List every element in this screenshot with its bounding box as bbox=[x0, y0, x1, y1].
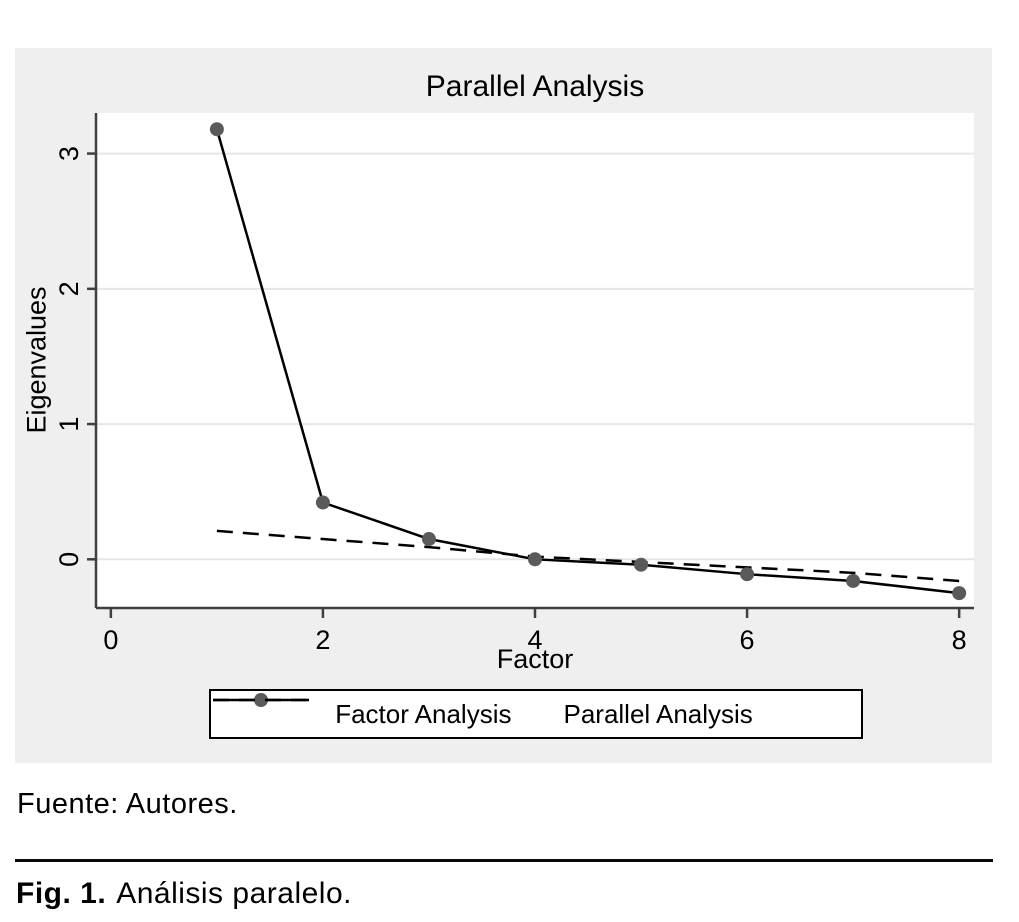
y-tick-label-3: 3 bbox=[54, 146, 84, 161]
x-tick-label-0: 0 bbox=[103, 625, 118, 655]
x-tick-label-8: 8 bbox=[952, 625, 967, 655]
factor-analysis-marker-x8 bbox=[952, 586, 967, 601]
x-tick-label-4: 4 bbox=[527, 625, 542, 655]
parallel-analysis-chart-canvas: 0 1 2 3 0 2 4 6 8 bbox=[54, 113, 974, 655]
figure-number: Fig. 1. bbox=[16, 877, 107, 910]
x-axis-title: Factor bbox=[496, 644, 574, 674]
plot-area bbox=[96, 113, 974, 608]
x-tick-label-6: 6 bbox=[740, 625, 755, 655]
figure-caption-text: Análisis paralelo. bbox=[116, 877, 352, 910]
caption-divider bbox=[15, 859, 993, 862]
parallel-analysis-line bbox=[216, 529, 960, 583]
factor-analysis-marker-x3 bbox=[421, 532, 436, 547]
factor-analysis-marker-x4 bbox=[528, 552, 542, 567]
y-tick-label-1: 1 bbox=[54, 417, 84, 432]
legend-label-factor-analysis: Factor Analysis bbox=[335, 698, 512, 729]
source-note: Fuente: Autores. bbox=[17, 788, 238, 820]
factor-analysis-marker-x1 bbox=[209, 122, 224, 137]
y-tick-label-0: 0 bbox=[54, 552, 84, 567]
legend-label-parallel-analysis: Parallel Analysis bbox=[563, 698, 753, 729]
chart-title: Parallel Analysis bbox=[425, 70, 645, 103]
factor-analysis-marker-x7 bbox=[846, 573, 861, 588]
factor-analysis-marker-x6 bbox=[740, 567, 755, 582]
x-tick-label-2: 2 bbox=[315, 625, 330, 655]
figure-caption: Fig. 1. Análisis paralelo. bbox=[16, 877, 352, 911]
chart-legend: Factor Analysis Parallel Analysis bbox=[209, 689, 863, 739]
y-tick-label-2: 2 bbox=[54, 281, 84, 296]
factor-analysis-line bbox=[215, 128, 960, 595]
factor-analysis-marker-x2 bbox=[315, 495, 330, 510]
y-axis-title: Eigenvalues bbox=[21, 286, 52, 434]
factor-analysis-marker-x5 bbox=[634, 557, 649, 572]
